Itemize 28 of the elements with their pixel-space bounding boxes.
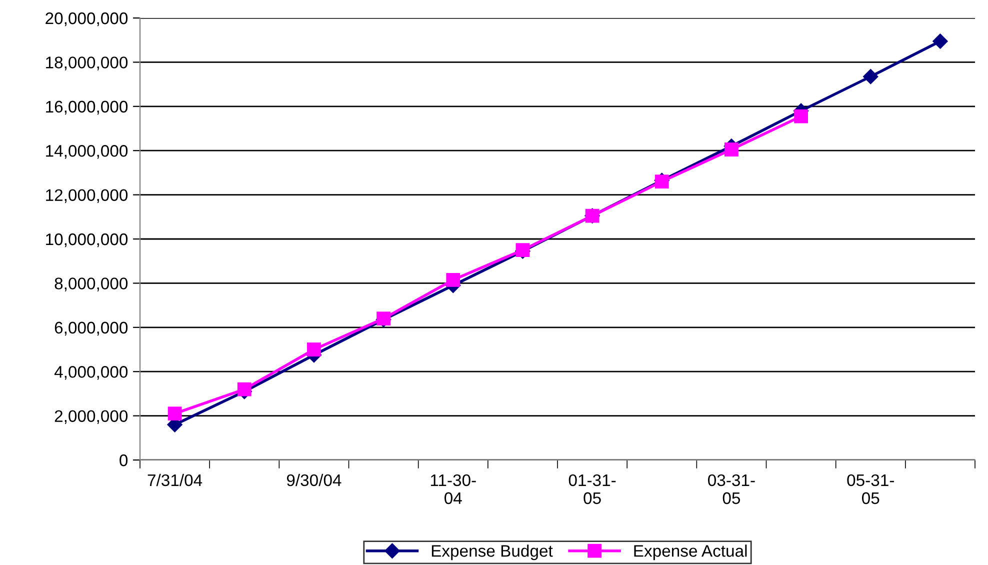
x-tick-label: 01-31- 05 — [568, 474, 616, 504]
x-tick-label: 03-31- 05 — [708, 474, 755, 504]
point — [168, 406, 182, 421]
point — [724, 142, 738, 156]
x-tick-label: 05-31- 05 — [847, 474, 894, 504]
y-tick-label: 4,000,000 — [54, 366, 128, 380]
point — [237, 382, 252, 396]
y-tick-label: 6,000,000 — [54, 322, 128, 336]
y-tick-label: 14,000,000 — [46, 145, 128, 159]
point — [932, 34, 948, 49]
point — [863, 68, 878, 84]
point — [794, 109, 808, 124]
point — [446, 272, 460, 287]
y-tick-label: 12,000,000 — [46, 189, 128, 203]
y-tick-label: 8,000,000 — [54, 278, 128, 292]
legend-label: Expense Budget — [432, 544, 553, 560]
y-tick-label: 20,000,000 — [46, 12, 128, 26]
y-tick-label: 10,000,000 — [46, 233, 128, 248]
x-tick-label: 9/30/04 — [286, 474, 342, 486]
y-tick-label: 2,000,000 — [54, 410, 128, 424]
x-tick-label: 11-30- 04 — [430, 474, 476, 504]
x-tick-label: 7/31/04 — [148, 474, 202, 486]
legend-label: Expense Actual — [634, 544, 747, 560]
y-tick-label: 0 — [120, 454, 128, 466]
point — [516, 243, 530, 257]
y-tick-label: 16,000,000 — [46, 100, 128, 115]
point — [307, 342, 321, 356]
y-tick-label: 18,000,000 — [46, 56, 128, 70]
